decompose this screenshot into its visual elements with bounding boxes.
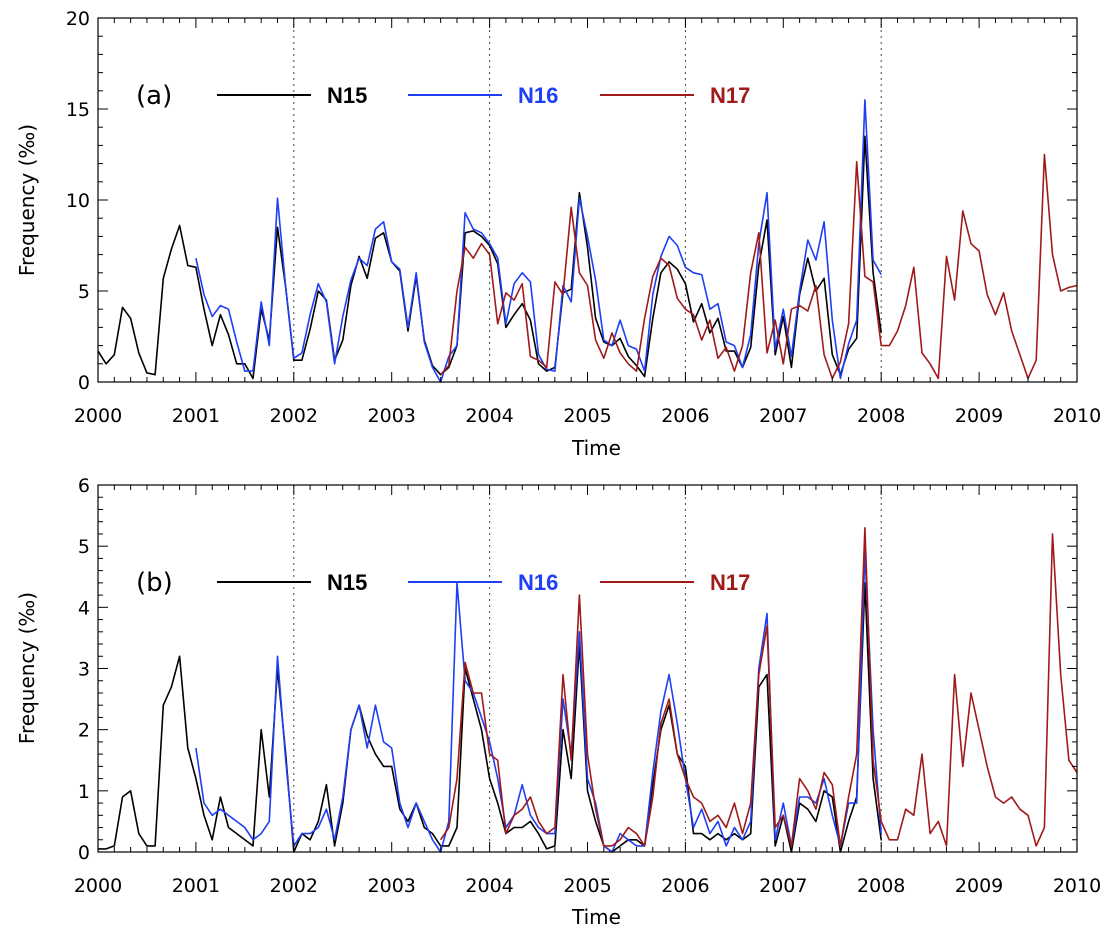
x-tick-label: 2003: [368, 875, 416, 897]
legend-label-n16: N16: [518, 83, 558, 108]
x-axis-title: Time: [571, 905, 621, 928]
x-tick-label: 2000: [74, 405, 122, 427]
x-tick-label: 2010: [1053, 405, 1101, 427]
legend-label-n15: N15: [327, 83, 367, 108]
y-tick-label: 5: [78, 536, 90, 558]
x-tick-label: 2008: [857, 875, 905, 897]
x-tick-label: 2002: [270, 405, 318, 427]
y-tick-label: 5: [78, 281, 90, 303]
legend-label-n15: N15: [327, 570, 367, 595]
x-tick-label: 2007: [759, 875, 807, 897]
x-tick-label: 2001: [172, 875, 220, 897]
y-tick-label: 0: [78, 372, 90, 394]
x-tick-label: 2009: [955, 405, 1003, 427]
x-tick-label: 2001: [172, 405, 220, 427]
x-tick-label: 2006: [661, 875, 709, 897]
legend-label-n17: N17: [710, 83, 750, 108]
x-tick-label: 2000: [74, 875, 122, 897]
x-tick-label: 2004: [465, 875, 513, 897]
x-tick-label: 2006: [661, 405, 709, 427]
panel-b: 2000 2001 2002 2003 2004 2005 2006 2007 2008 2009…: [15, 475, 1101, 928]
series-line-n17: [439, 526, 1078, 847]
x-tick-label: 2009: [955, 875, 1003, 897]
y-tick-label: 10: [66, 190, 90, 212]
series-line-n17: [440, 153, 1078, 380]
plot-frame: [97, 484, 1078, 853]
series-line-n15: [98, 582, 882, 853]
panel-label: (a): [136, 81, 172, 111]
x-tick-label: 2007: [759, 405, 807, 427]
y-tick-label: 6: [78, 475, 90, 497]
x-tick-label: 2005: [563, 405, 611, 427]
y-tick-label: 4: [78, 597, 90, 619]
y-tick-label: 1: [78, 781, 90, 803]
y-axis-title: Frequency (‰): [15, 124, 39, 276]
y-axis-title: Frequency (‰): [15, 592, 39, 744]
y-tick-label: 2: [78, 720, 90, 742]
y-tick-label: 20: [66, 8, 90, 30]
legend-label-n17: N17: [710, 570, 750, 595]
y-tick-label: 15: [66, 99, 90, 121]
x-tick-label: 2008: [857, 405, 905, 427]
series-line-n16: [195, 551, 882, 853]
x-tick-label: 2004: [465, 405, 513, 427]
y-tick-label: 3: [78, 659, 90, 681]
panel-a: 2000 2001 2002 2003 2004 2005 2006 2007 2008 2009…: [15, 8, 1101, 460]
y-tick-label: 0: [78, 842, 90, 864]
series-line-n16: [195, 99, 882, 383]
legend-label-n16: N16: [518, 570, 558, 595]
x-tick-label: 2010: [1053, 875, 1101, 897]
plot-frame: [97, 17, 1078, 383]
panel-label: (b): [136, 568, 173, 598]
x-tick-label: 2002: [270, 875, 318, 897]
x-axis-title: Time: [571, 436, 621, 460]
x-tick-label: 2005: [563, 875, 611, 897]
series-line-n15: [97, 135, 882, 380]
x-tick-label: 2003: [368, 405, 416, 427]
